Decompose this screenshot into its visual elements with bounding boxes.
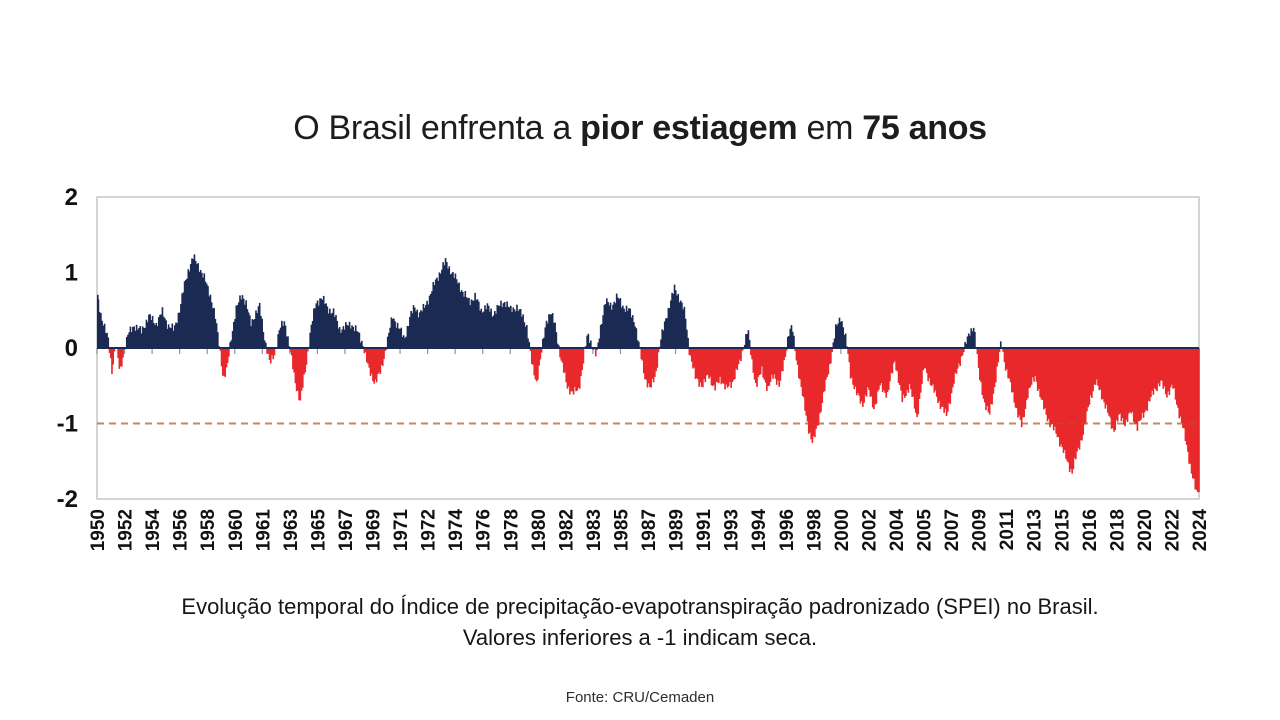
x-axis-label: 1960: [226, 509, 247, 551]
x-axis-label: 1980: [529, 509, 550, 551]
x-axis-label: 1967: [336, 509, 357, 551]
x-axis-label: 1958: [198, 509, 219, 551]
x-axis-label: 1996: [777, 509, 798, 551]
x-axis-label: 1974: [446, 509, 467, 552]
x-axis-label: 1993: [722, 509, 743, 551]
x-axis-label: 2020: [1135, 509, 1156, 551]
x-axis-label: 2005: [915, 509, 936, 552]
x-axis-label: 1989: [667, 509, 688, 551]
x-axis-label: 1976: [474, 509, 495, 551]
x-axis-label: 1954: [143, 509, 164, 552]
x-axis-label: 2002: [859, 509, 880, 551]
x-axis-label: 2016: [1080, 509, 1101, 551]
y-axis-label: 0: [65, 335, 78, 362]
y-axis-label: -1: [57, 411, 78, 438]
x-axis-label: 1994: [749, 509, 770, 552]
x-axis-label: 1965: [308, 509, 329, 552]
x-axis-label: 1972: [419, 509, 440, 551]
x-axis-label: 1971: [391, 509, 412, 552]
y-axis-label: 2: [65, 184, 78, 211]
x-axis-label: 2024: [1190, 509, 1211, 552]
title-part-4-bold: 75 anos: [862, 109, 987, 147]
x-axis-label: 1978: [501, 509, 522, 551]
page-title: O Brasil enfrenta a pior estiagem em 75 …: [0, 109, 1280, 148]
chart-caption-line2: Valores inferiores a -1 indicam seca.: [462, 625, 818, 650]
x-axis-label: 1982: [556, 509, 577, 551]
x-axis-label: 2013: [1025, 509, 1046, 551]
x-axis-label: 1956: [171, 509, 192, 551]
x-axis-label: 1961: [253, 509, 274, 552]
x-axis-label: 2015: [1052, 509, 1073, 552]
y-axis-label: -2: [57, 486, 78, 513]
x-axis-label: 2022: [1163, 509, 1184, 551]
x-axis-label: 2007: [942, 509, 963, 551]
x-axis-label: 1983: [584, 509, 605, 551]
y-axis-label: 1: [65, 260, 78, 287]
title-part-2-bold: pior estiagem: [580, 109, 798, 147]
x-axis-label: 1987: [639, 509, 660, 551]
x-axis-label: 1998: [804, 509, 825, 551]
chart-caption-line1: Evolução temporal do Índice de precipita…: [181, 594, 1099, 619]
x-axis-label: 2009: [970, 509, 991, 551]
title-part-3: em: [797, 109, 863, 147]
x-axis-label: 2004: [887, 509, 908, 552]
x-axis-labels: 1950 1952 1954 1956 1958 1960 1961 1963 1965 1967…: [88, 509, 1211, 552]
x-axis-label: 1963: [281, 509, 302, 551]
chart-caption: Evolução temporal do Índice de precipita…: [0, 591, 1280, 653]
spei-bars: [97, 254, 1200, 493]
title-part-1: O Brasil enfrenta a: [293, 109, 581, 147]
x-axis-label: 2000: [832, 509, 853, 551]
x-axis-label: 2018: [1107, 509, 1128, 551]
x-axis-label: 1950: [88, 509, 109, 551]
y-axis-labels: 2 1 0 -1 -2: [57, 184, 78, 513]
x-axis-label: 2011: [997, 509, 1018, 551]
x-axis-label: 1985: [612, 509, 633, 552]
x-axis-label: 1969: [364, 509, 385, 551]
x-axis-label: 1952: [116, 509, 137, 551]
source-note: Fonte: CRU/Cemaden: [565, 689, 715, 706]
x-axis-label: 1991: [694, 509, 715, 552]
